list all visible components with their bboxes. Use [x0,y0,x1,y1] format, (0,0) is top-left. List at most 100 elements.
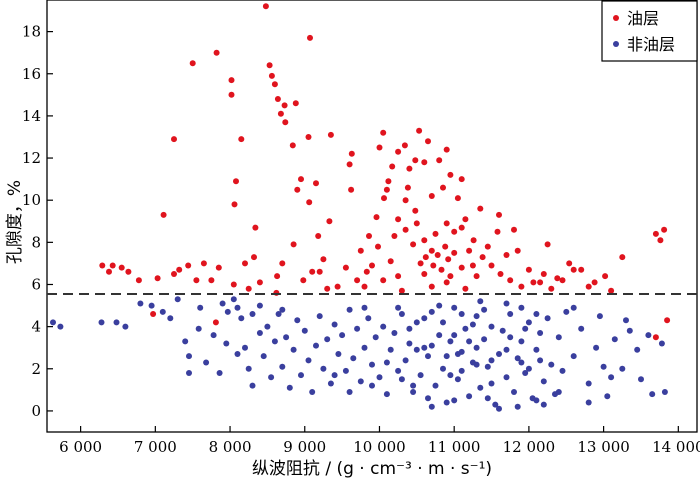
oil-layer-point [298,176,304,183]
oil-layer-point [327,131,334,138]
non-oil-layer-point [230,296,237,303]
oil-layer-point [380,277,387,284]
non-oil-layer-point [216,370,223,376]
x-tick-label: 9 000 [283,438,326,456]
oil-layer-point [406,165,413,172]
non-oil-layer-point [514,403,521,410]
oil-layer-point [282,119,289,126]
oil-layer-point [652,334,659,341]
non-oil-layer-point [148,302,155,309]
oil-layer-point [425,138,431,145]
oil-layer-point [652,230,659,237]
oil-layer-point [150,311,157,317]
non-oil-layer-point [514,355,521,362]
oil-layer-point [578,266,585,273]
non-oil-layer-point [339,332,346,339]
non-oil-layer-point [447,338,454,345]
oil-layer-point [334,283,341,290]
oil-layer-point [494,228,501,235]
oil-layer-point [306,199,313,206]
oil-layer-point [281,102,288,109]
non-oil-layer-point [234,304,241,311]
non-oil-layer-point [350,355,357,362]
oil-layer-point [279,260,286,267]
non-oil-layer-point [466,338,473,345]
oil-layer-point [395,216,402,223]
non-oil-layer-point [369,382,375,389]
oil-layer-point [401,142,408,149]
oil-layer-point [428,193,435,199]
non-oil-layer-point [458,367,465,374]
non-oil-layer-point [548,361,555,368]
x-tick-label: 6 000 [59,438,102,456]
non-oil-layer-point [428,403,435,410]
non-oil-layer-point [268,374,275,381]
oil-layer-point [530,279,537,286]
non-oil-layer-point [50,319,56,326]
non-oil-layer-point [488,357,495,364]
non-oil-layer-point [354,325,361,332]
oil-layer-point [657,237,664,244]
non-oil-layer-point [305,357,312,364]
legend-marker-oil [613,15,619,21]
oil-layer-point [230,281,237,288]
y-tick-label: 12 [22,149,41,167]
oil-layer-point [518,283,525,290]
non-oil-layer-point [451,397,458,404]
y-tick-label: 4 [31,318,41,336]
legend: 油层 非油层 [601,0,698,62]
non-oil-layer-point [462,325,469,332]
oil-layer-point [548,285,555,292]
non-oil-layer-point [331,321,338,328]
oil-layer-point [554,275,561,282]
non-oil-layer-point [242,344,248,351]
oil-layer-point [348,186,355,193]
non-oil-layer-point [365,315,372,322]
oil-layer-point [268,72,275,79]
non-oil-layer-point [661,389,668,395]
legend-marker-non-oil [613,41,619,47]
non-oil-layer-point [186,353,192,360]
oil-layer-point [434,252,441,258]
non-oil-layer-point [425,353,431,360]
data-points [50,3,671,412]
non-oil-layer-point [387,346,394,353]
oil-layer-point [154,275,161,282]
non-oil-layer-point [645,332,652,339]
non-oil-layer-point [488,323,495,330]
non-oil-layer-point [369,361,375,368]
oil-layer-point [233,178,239,185]
non-oil-layer-point [260,353,267,360]
non-oil-layer-point [425,395,431,402]
non-oil-layer-point [533,311,540,317]
oil-layer-point [274,96,281,102]
x-tick-label: 11 000 [428,438,481,456]
non-oil-layer-point [174,296,181,303]
non-oil-layer-point [219,300,226,307]
non-oil-layer-point [398,376,405,383]
oil-layer-point [354,277,361,284]
non-oil-layer-point [658,340,665,347]
oil-layer-point [342,264,349,271]
oil-layer-point [189,60,196,67]
non-oil-layer-point [473,344,480,351]
non-oil-layer-point [256,330,263,336]
non-oil-layer-point [383,391,390,398]
oil-layer-point [608,287,615,294]
non-oil-layer-point [443,353,450,360]
non-oil-layer-point [417,372,424,379]
non-oil-layer-point [245,365,252,372]
non-oil-layer-point [234,351,241,357]
non-oil-layer-point [186,370,192,376]
non-oil-layer-point [496,405,502,412]
non-oil-layer-point [98,319,105,326]
oil-layer-point [438,266,445,273]
oil-layer-point [462,285,469,292]
non-oil-layer-point [428,342,435,349]
legend-label-oil: 油层 [627,9,659,28]
oil-layer-point [507,277,514,284]
oil-layer-point [361,283,368,290]
non-oil-layer-point [555,334,562,341]
non-oil-layer-point [410,389,417,395]
